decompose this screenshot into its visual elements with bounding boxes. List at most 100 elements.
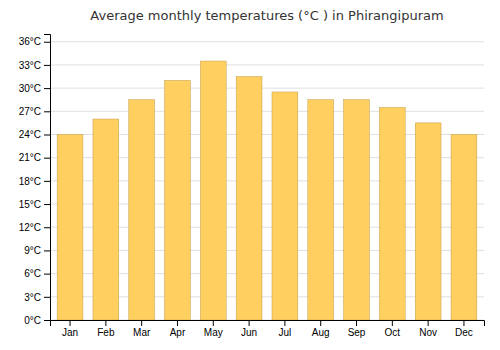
x-tick-mark — [105, 320, 106, 326]
bar — [344, 100, 370, 320]
grid-line — [50, 64, 484, 65]
x-tick-mark — [463, 320, 464, 326]
y-tick-label: 15°C — [19, 199, 41, 210]
y-tick-label: 33°C — [19, 60, 41, 71]
y-tick: 33°C — [19, 60, 50, 71]
y-tick-label: 30°C — [19, 83, 41, 94]
x-tick-label: May — [204, 327, 223, 338]
x-tick: Dec — [455, 320, 473, 338]
bars — [57, 61, 477, 320]
y-tick-label: 21°C — [19, 152, 41, 163]
y-tick-mark — [44, 274, 50, 275]
y-tick-mark — [44, 65, 50, 66]
y-tick: 0°C — [24, 315, 50, 326]
y-tick-mark — [44, 158, 50, 159]
y-tick: 18°C — [19, 176, 50, 187]
y-axis: 0°C 3°C 6°C 9°C 12°C 15°C 18°C 21°C 24°C 27°C 30°C… — [19, 35, 51, 326]
x-tick-mark — [177, 320, 178, 326]
y-tick-mark — [44, 204, 50, 205]
x-tick-mark — [356, 320, 357, 326]
x-tick: Aug — [312, 320, 330, 338]
bar — [200, 61, 226, 320]
y-tick: 15°C — [19, 199, 50, 210]
x-tick-label: Nov — [419, 327, 437, 338]
x-tick: Sep — [348, 320, 366, 338]
bar — [415, 123, 441, 320]
x-tick-mark — [392, 320, 393, 326]
y-tick-mark — [44, 227, 50, 228]
y-tick-mark — [44, 134, 50, 135]
x-tick-mark — [320, 320, 321, 326]
x-tick-mark — [70, 320, 71, 326]
x-tick: Mar — [133, 320, 151, 338]
x-tick-mark — [284, 320, 285, 326]
bar — [93, 119, 119, 320]
y-tick: 30°C — [19, 83, 50, 94]
x-tick: Feb — [97, 320, 115, 338]
y-tick: 12°C — [19, 222, 50, 233]
x-tick-mark — [141, 320, 142, 326]
y-tick: 3°C — [24, 292, 50, 303]
x-tick-label: Sep — [348, 327, 366, 338]
x-tick-mark — [213, 320, 214, 326]
y-tick-mark — [44, 297, 50, 298]
x-tick: May — [204, 320, 223, 338]
y-tick-mark — [44, 320, 50, 321]
y-tick-label: 27°C — [19, 106, 41, 117]
x-axis: Jan Feb Mar Apr May Jun Jul Aug Sep Oct Nov Dec — [51, 320, 485, 338]
y-tick-label: 12°C — [19, 222, 41, 233]
y-tick: 21°C — [19, 152, 50, 163]
x-tick: Jan — [62, 320, 78, 338]
bar — [129, 100, 155, 320]
bar — [236, 77, 262, 320]
grid-line — [50, 41, 484, 42]
grid-line — [50, 88, 484, 89]
y-tick: 6°C — [24, 268, 50, 279]
x-tick-label: Mar — [133, 327, 151, 338]
bar — [308, 100, 334, 320]
y-tick: 24°C — [19, 129, 50, 140]
x-tick: Jun — [241, 320, 257, 338]
grid — [50, 42, 484, 320]
y-tick: 36°C — [19, 36, 50, 47]
bar — [165, 80, 191, 320]
x-tick-label: Feb — [97, 327, 115, 338]
x-tick-label: Aug — [312, 327, 330, 338]
bar — [451, 134, 477, 320]
plot-area: 0°C 3°C 6°C 9°C 12°C 15°C 18°C 21°C 24°C 27°C 30°C… — [19, 35, 485, 339]
x-tick-label: Apr — [170, 327, 186, 338]
y-tick-label: 6°C — [24, 268, 41, 279]
y-tick-mark — [44, 181, 50, 182]
x-tick-mark — [428, 320, 429, 326]
grid-line — [50, 111, 484, 112]
y-tick-label: 24°C — [19, 129, 41, 140]
y-tick-mark — [44, 88, 50, 89]
y-tick-label: 18°C — [19, 176, 41, 187]
x-tick: Oct — [385, 320, 401, 338]
x-tick-label: Jul — [279, 327, 292, 338]
x-tick: Apr — [170, 320, 186, 338]
bar — [57, 134, 83, 320]
x-tick-label: Dec — [455, 327, 473, 338]
y-tick-label: 9°C — [24, 245, 41, 256]
bar — [379, 107, 405, 320]
x-tick-label: Jan — [62, 327, 78, 338]
y-tick-label: 0°C — [24, 315, 41, 326]
x-tick-label: Oct — [385, 327, 401, 338]
y-tick-mark — [44, 42, 50, 43]
y-axis-line — [44, 35, 51, 321]
y-tick-mark — [44, 250, 50, 251]
x-tick-mark — [249, 320, 250, 326]
x-axis-line — [51, 321, 485, 327]
bar — [272, 92, 298, 320]
title: Average monthly temperatures (°C ) in Ph… — [90, 8, 443, 23]
y-tick-mark — [44, 111, 50, 112]
y-tick: 27°C — [19, 106, 50, 117]
chart-svg: 0°C 3°C 6°C 9°C 12°C 15°C 18°C 21°C 24°C 27°C 30°C… — [0, 0, 500, 350]
x-tick-label: Jun — [241, 327, 257, 338]
y-tick-label: 36°C — [19, 36, 41, 47]
x-tick: Nov — [419, 320, 437, 338]
chart-container: 0°C 3°C 6°C 9°C 12°C 15°C 18°C 21°C 24°C 27°C 30°C… — [0, 0, 500, 350]
y-tick-label: 3°C — [24, 292, 41, 303]
y-tick: 9°C — [24, 245, 50, 256]
